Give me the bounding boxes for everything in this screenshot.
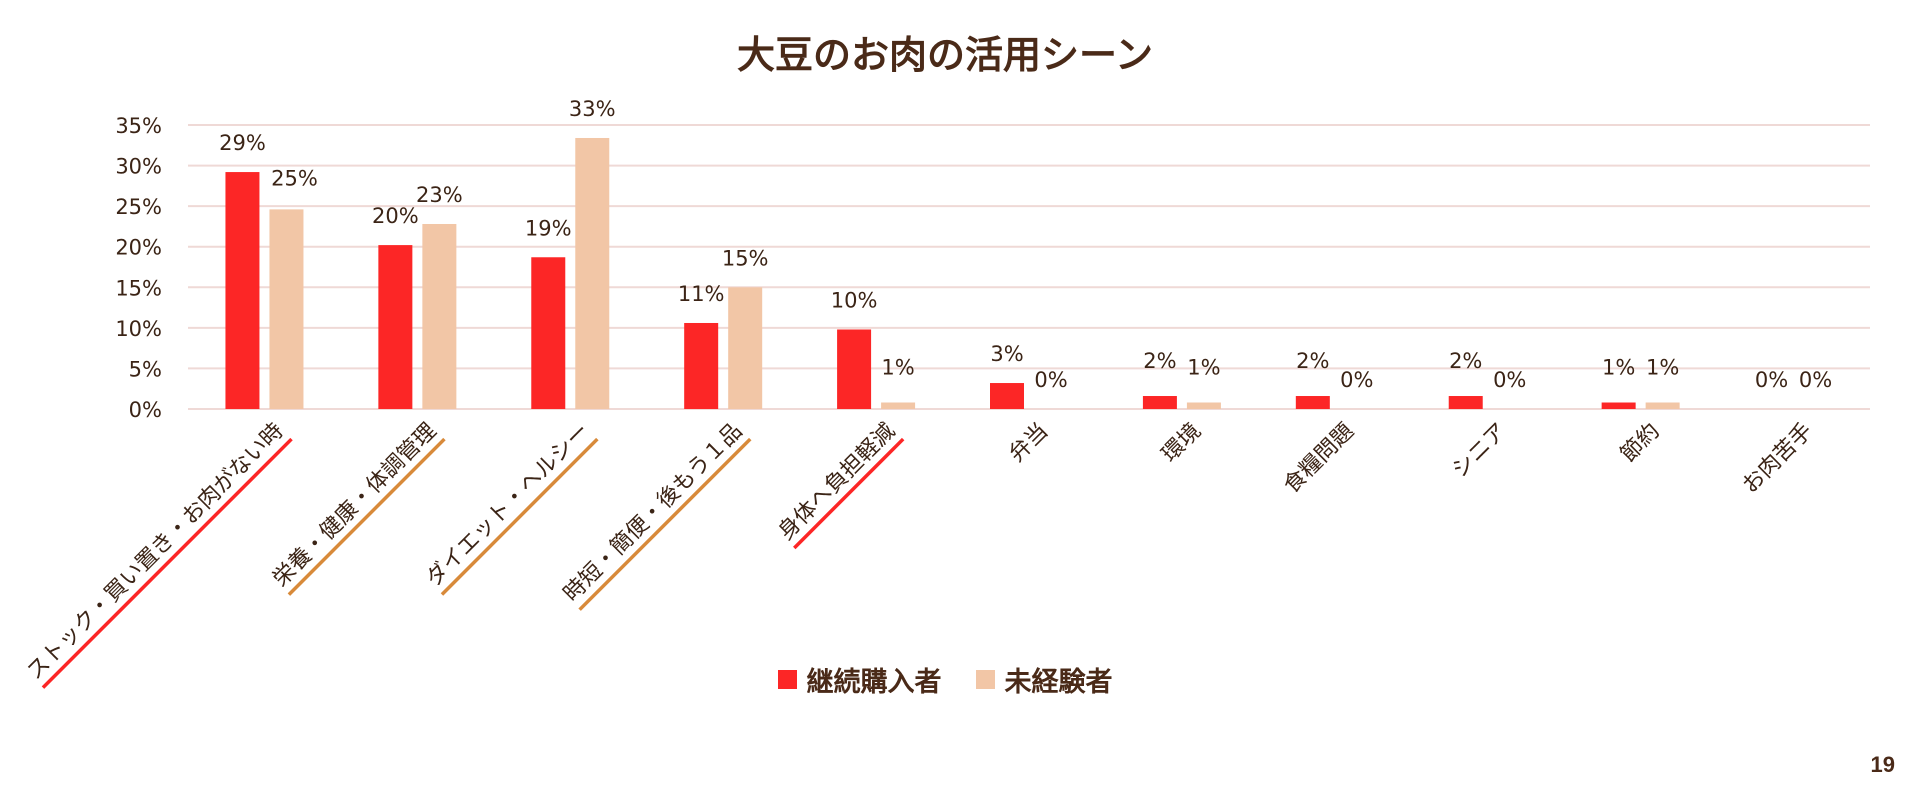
y-tick-label: 5% [129, 357, 162, 381]
bar [1601, 402, 1636, 409]
data-label: 2% [1143, 349, 1176, 373]
data-label: 0% [1799, 368, 1832, 392]
data-label: 2% [1296, 349, 1329, 373]
category-label: お肉苦手 [1738, 419, 1818, 499]
category-label: ダイエット・ヘルシー [421, 419, 594, 592]
data-label: 11% [678, 282, 725, 306]
legend: 継続購入者 未経験者 [0, 660, 1890, 699]
data-label: 29% [219, 131, 266, 155]
category-underline [287, 437, 446, 596]
data-label: 0% [1034, 368, 1067, 392]
data-label: 15% [722, 246, 769, 270]
data-label: 25% [271, 166, 318, 190]
y-tick-label: 10% [115, 317, 162, 341]
category-label: 食糧問題 [1279, 419, 1359, 499]
bar [378, 245, 413, 409]
legend-label-never-tried: 未経験者 [1004, 667, 1113, 698]
category-label: ストック・買い置き・お肉がない時 [22, 419, 288, 685]
category-underline [578, 437, 752, 611]
category-underline [440, 437, 599, 596]
data-label: 1% [1646, 356, 1679, 380]
data-label: 0% [1340, 368, 1373, 392]
bar [269, 209, 304, 409]
bar [1186, 402, 1221, 409]
y-tick-label: 20% [115, 236, 162, 260]
legend-item-continuing: 継続購入者 [777, 660, 942, 699]
bar [881, 402, 916, 409]
category-underline [793, 437, 905, 550]
bar [837, 329, 872, 409]
bar [684, 322, 719, 409]
data-label: 20% [372, 204, 419, 228]
page-number: 19 [1870, 752, 1895, 777]
y-tick-label: 0% [129, 398, 162, 422]
data-label: 0% [1755, 368, 1788, 392]
legend-label-continuing: 継続購入者 [806, 667, 942, 698]
category-label: 栄養・健康・体調管理 [268, 419, 441, 592]
y-tick-label: 25% [115, 195, 162, 219]
bar [990, 383, 1024, 409]
data-label: 19% [525, 216, 572, 240]
data-label: 33% [569, 97, 616, 121]
data-label: 1% [1187, 356, 1220, 380]
y-tick-label: 15% [115, 276, 162, 300]
legend-swatch-continuing [777, 670, 797, 689]
y-tick-label: 30% [115, 155, 162, 179]
legend-swatch-never-tried [975, 670, 995, 689]
category-label: 身体へ負担軽減 [774, 419, 901, 546]
bar [225, 172, 260, 409]
y-tick-label: 35% [115, 114, 162, 138]
legend-item-never-tried: 未経験者 [975, 660, 1113, 699]
bar [575, 137, 610, 410]
bar [531, 257, 566, 409]
data-label: 10% [831, 288, 878, 312]
category-label: 節約 [1616, 419, 1665, 468]
bar [1142, 396, 1177, 409]
bar [422, 223, 457, 409]
data-label: 0% [1493, 368, 1526, 392]
category-label: 弁当 [1004, 419, 1053, 468]
bar [1645, 402, 1680, 409]
bar [728, 287, 763, 409]
data-label: 3% [990, 342, 1023, 366]
data-label: 1% [1602, 356, 1635, 380]
data-label: 23% [416, 183, 463, 207]
data-label: 2% [1449, 349, 1482, 373]
chart-title: 大豆のお肉の活用シーン [736, 33, 1154, 77]
category-label: シニア [1448, 419, 1512, 483]
data-label: 1% [881, 356, 914, 380]
category-label: 環境 [1157, 419, 1206, 468]
bar [1295, 396, 1330, 409]
category-underline [41, 437, 293, 689]
bar [1448, 396, 1483, 409]
